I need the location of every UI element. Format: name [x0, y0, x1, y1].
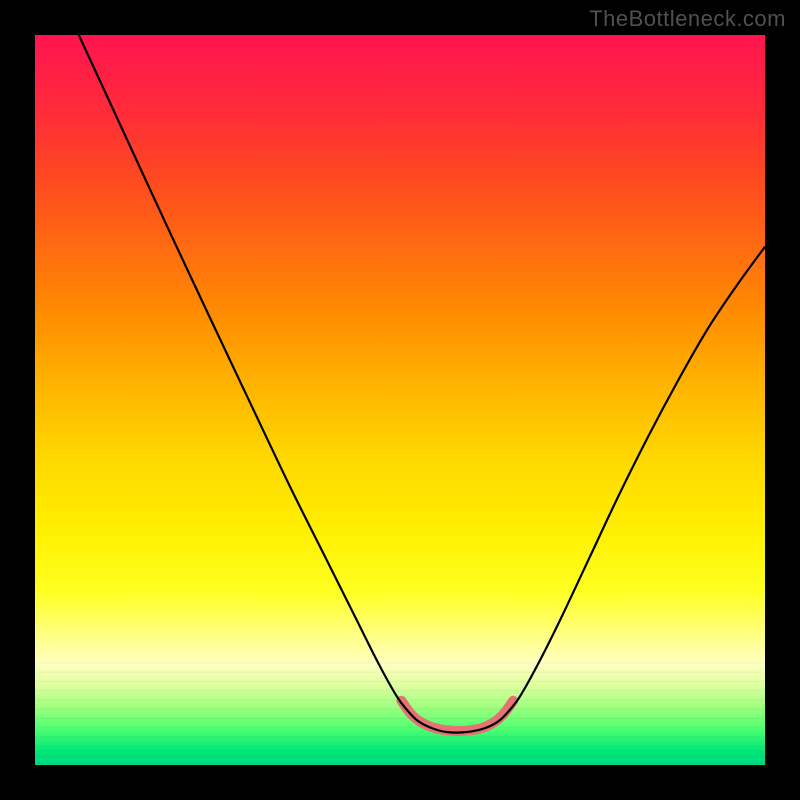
watermark-text: TheBottleneck.com [589, 6, 786, 32]
gradient-background [35, 35, 765, 765]
bottleneck-curve-chart [35, 35, 765, 765]
chart-plot-area [35, 35, 765, 765]
